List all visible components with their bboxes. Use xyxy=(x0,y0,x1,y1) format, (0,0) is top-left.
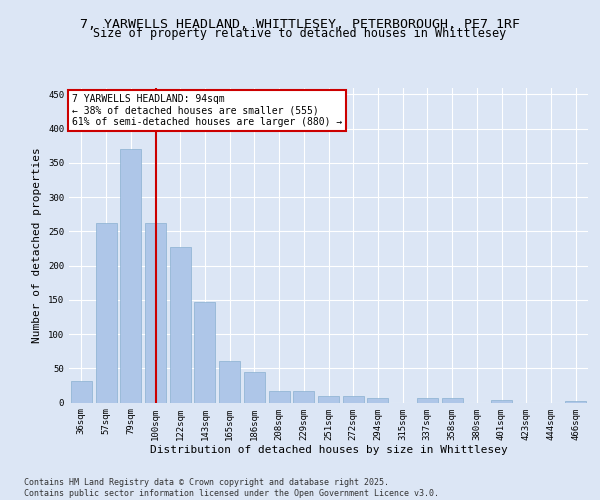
Y-axis label: Number of detached properties: Number of detached properties xyxy=(32,147,43,343)
Bar xyxy=(565,401,586,402)
Bar xyxy=(145,223,166,402)
X-axis label: Distribution of detached houses by size in Whittlesey: Distribution of detached houses by size … xyxy=(149,445,508,455)
Bar xyxy=(244,372,265,402)
Bar xyxy=(293,391,314,402)
Text: 7, YARWELLS HEADLAND, WHITTLESEY, PETERBOROUGH, PE7 1RF: 7, YARWELLS HEADLAND, WHITTLESEY, PETERB… xyxy=(80,18,520,30)
Bar xyxy=(219,360,240,403)
Bar xyxy=(95,223,116,402)
Text: Size of property relative to detached houses in Whittlesey: Size of property relative to detached ho… xyxy=(94,28,506,40)
Bar xyxy=(367,398,388,402)
Bar xyxy=(442,398,463,402)
Bar xyxy=(269,391,290,402)
Bar xyxy=(318,396,339,402)
Bar xyxy=(120,149,141,403)
Bar xyxy=(71,380,92,402)
Bar xyxy=(194,302,215,402)
Bar xyxy=(417,398,438,402)
Bar xyxy=(343,396,364,402)
Bar xyxy=(170,247,191,402)
Bar xyxy=(491,400,512,402)
Text: Contains HM Land Registry data © Crown copyright and database right 2025.
Contai: Contains HM Land Registry data © Crown c… xyxy=(24,478,439,498)
Text: 7 YARWELLS HEADLAND: 94sqm
← 38% of detached houses are smaller (555)
61% of sem: 7 YARWELLS HEADLAND: 94sqm ← 38% of deta… xyxy=(71,94,342,127)
